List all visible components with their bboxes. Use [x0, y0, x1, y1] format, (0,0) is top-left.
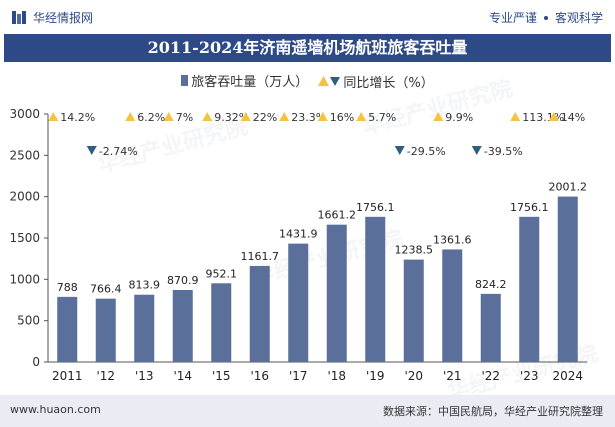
growth-label: 16% [330, 111, 354, 124]
x-tick-label: '23 [520, 369, 539, 383]
logo-icon [12, 11, 26, 24]
growth-label: 14% [561, 111, 585, 124]
bar [95, 298, 116, 362]
growth-up-marker [510, 112, 521, 121]
growth-label: 23.3% [291, 111, 326, 124]
slogan-right: 客观科学 [554, 11, 603, 25]
growth-label: -2.74% [99, 145, 138, 158]
bar-value-label: 870.9 [167, 274, 199, 287]
bar [519, 216, 540, 362]
bar-value-label: 813.9 [129, 279, 161, 292]
bar [403, 259, 424, 362]
growth-label: 7% [176, 111, 193, 124]
bar-value-label: 1431.9 [279, 228, 318, 241]
growth-up-marker [240, 112, 251, 121]
slogan: 专业严谨 客观科学 [489, 9, 603, 26]
x-tick-label: '19 [366, 369, 385, 383]
x-tick-label: '16 [250, 369, 269, 383]
growth-up-marker [356, 112, 367, 121]
x-tick-label: '18 [327, 369, 346, 383]
growth-label: 9.32% [214, 111, 249, 124]
logo: 华经情报网 [12, 9, 93, 26]
growth-up-marker [279, 112, 290, 121]
growth-label: -29.5% [407, 145, 446, 158]
bar [57, 296, 78, 362]
growth-label: 6.2% [137, 111, 165, 124]
x-tick-label: 2011 [52, 369, 83, 383]
bar-value-label: 1161.7 [241, 250, 280, 263]
bar [557, 196, 578, 362]
x-tick-label: '22 [481, 369, 500, 383]
bar-value-label: 788 [57, 281, 78, 294]
footer-website[interactable]: www.huaon.com [10, 403, 101, 416]
bar-swatch-icon [181, 75, 189, 86]
growth-up-marker [548, 112, 559, 121]
up-triangle-icon [318, 76, 330, 86]
bar-value-label: 1756.1 [356, 201, 395, 214]
bar-value-label: 1238.5 [395, 244, 434, 257]
bar [288, 243, 309, 362]
bar [172, 290, 193, 362]
legend-label-passengers: 旅客吞吐量（万人） [191, 75, 309, 90]
footer: www.huaon.com 数据来源：中国民航局，华经产业研究院整理 [0, 395, 615, 427]
slogan-dot-icon [543, 15, 548, 20]
growth-label: 113.1% [522, 111, 564, 124]
x-tick-label: '14 [173, 369, 192, 383]
x-tick-label: '13 [135, 369, 154, 383]
growth-up-marker [433, 112, 444, 121]
x-tick-label: '15 [212, 369, 231, 383]
y-tick-label: 3000 [9, 107, 40, 121]
y-tick-label: 2000 [9, 190, 40, 204]
growth-label: 9.9% [445, 111, 473, 124]
growth-up-marker [202, 112, 213, 121]
bar [442, 249, 463, 362]
growth-up-marker [125, 112, 136, 121]
chart-title: 2011-2024年济南遥墙机场航班旅客吞吐量 [4, 34, 611, 62]
legend-item-growth: 同比增长（%） [318, 72, 434, 91]
bar [365, 216, 386, 362]
bar [211, 283, 232, 362]
slogan-left: 专业严谨 [488, 11, 537, 25]
y-tick-label: 500 [17, 314, 40, 328]
growth-down-marker [86, 146, 97, 155]
bar [134, 294, 155, 362]
y-tick-label: 1000 [9, 272, 40, 286]
bar-chart: 0 500 1000 1500 2000 2500 3000 788 2011 14.2% 766.… [9, 107, 588, 383]
legend-label-growth: 同比增长（%） [343, 75, 434, 91]
bar-value-label: 2001.2 [549, 181, 588, 194]
y-tick-label: 0 [32, 355, 40, 369]
growth-up-marker [317, 112, 328, 121]
growth-up-marker [48, 112, 59, 121]
bar-value-label: 824.2 [475, 278, 507, 291]
x-tick-label: '17 [289, 369, 308, 383]
x-tick-label: '20 [404, 369, 423, 383]
bar-value-label: 766.4 [90, 283, 122, 296]
bar [249, 265, 270, 362]
bar [480, 293, 501, 362]
chart-legend: 旅客吞吐量（万人） 同比增长（%） [0, 71, 615, 91]
x-tick-label: '12 [96, 369, 115, 383]
y-tick-label: 1500 [9, 231, 40, 245]
growth-label: -39.5% [484, 145, 523, 158]
legend-item-passengers: 旅客吞吐量（万人） [181, 71, 308, 90]
x-tick-label: 2024 [552, 369, 583, 383]
logo-text: 华经情报网 [33, 11, 94, 25]
growth-down-marker [471, 146, 482, 155]
x-tick-label: '21 [443, 369, 462, 383]
bar-value-label: 1756.1 [510, 201, 549, 214]
down-triangle-icon [330, 76, 341, 86]
bar-value-label: 1361.6 [433, 233, 472, 246]
growth-down-marker [394, 146, 405, 155]
growth-label: 14.2% [60, 111, 95, 124]
bar [326, 224, 347, 362]
growth-label: 22% [253, 111, 277, 124]
top-bar: 华经情报网 专业严谨 客观科学 [0, 0, 615, 34]
footer-source: 数据来源：中国民航局，华经产业研究院整理 [383, 405, 603, 418]
bar-value-label: 952.1 [206, 267, 238, 280]
growth-up-marker [163, 112, 174, 121]
y-tick-label: 2500 [9, 148, 40, 162]
growth-label: 5.7% [368, 111, 396, 124]
bar-value-label: 1661.2 [318, 209, 357, 222]
